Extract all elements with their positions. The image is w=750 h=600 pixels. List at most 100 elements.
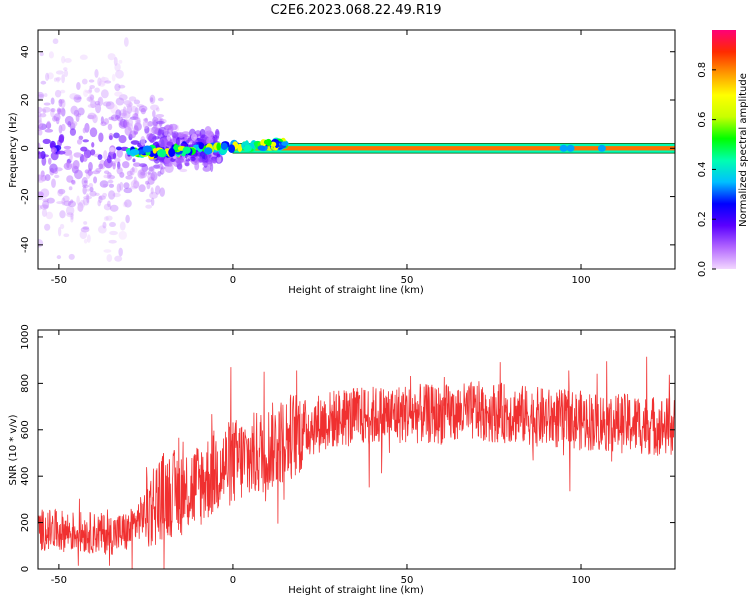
spectrogram-noise-cell [155,107,160,112]
spectrogram-noise-cell [94,69,99,78]
spectrogram-band-core [232,146,675,151]
spectrogram-noise-cell [120,112,127,116]
spectrogram-noise-cell [58,98,63,107]
spectrogram-noise-cell [82,127,87,134]
spectrogram-echo-cell [270,141,277,147]
spectrogram-noise-cell [61,55,66,64]
spectrogram-noise-cell [43,93,48,98]
spectrogram-noise-cell [129,186,138,190]
spectrogram-noise-cell [122,106,127,117]
spectrogram-noise-cell [116,183,122,193]
spectrogram-echo-cell [220,142,228,151]
spectrogram-noise-cell [130,105,137,113]
spectrogram-noise-cell [109,204,119,212]
spectrogram-noise-cell [58,99,65,104]
spectrogram-noise-cell [122,201,128,208]
spectrogram-noise-cell [146,133,153,141]
spectrogram-echo-cell [274,140,280,149]
spectrogram-echo-cell [281,141,289,146]
spectrogram-x-tick-label: 50 [401,275,414,286]
spectrogram-noise-cell [57,150,66,155]
spectrogram-noise-cell [118,135,127,144]
spectrogram-noise-cell [123,187,133,194]
spectrogram-noise-cell [44,223,51,231]
snr-x-tick-label: 50 [401,575,414,586]
spectrogram-noise-cell [79,199,86,209]
colorbar-tick-label-2: 0.4 [697,161,708,177]
spectrogram-noise-cell [63,145,72,150]
spectrogram-noise-cell [159,187,165,197]
spectrogram-noise-cell [54,89,62,98]
snr-y-tick-label: 200 [20,513,31,532]
spectrogram-noise-cell [70,199,74,204]
spectrogram-noise-cell [108,116,115,121]
spectrogram-noise-cell [113,56,118,66]
spectrogram-noise-cell [91,142,95,148]
spectrogram-noise-cell [39,52,44,57]
spectrogram-noise-cell [130,179,140,189]
spectrogram-noise-cell [70,121,78,127]
spectrogram-noise-cell [212,159,217,164]
spectrogram-noise-cell [147,171,151,175]
spectrogram-echo-cell [216,142,221,151]
spectrogram-noise-cell [81,176,88,187]
spectrogram-noise-cell [135,116,141,126]
spectrogram-noise-cell [103,249,112,253]
spectrogram-noise-cell [57,109,62,116]
spectrogram-noise-cell [52,38,59,45]
spectrogram-noise-cell [60,98,66,109]
spectrogram-noise-cell [53,169,58,175]
spectrogram-noise-cell [50,142,56,149]
spectrogram-noise-cell [123,182,130,189]
spectrogram-noise-cell [82,186,87,195]
spectrogram-noise-cell [48,157,52,165]
spectrogram-noise-cell [215,130,220,135]
spectrogram-noise-cell [88,183,94,189]
spectrogram-noise-cell [138,184,146,193]
snr-y-tick-label: 400 [20,467,31,486]
spectrogram-noise-cell [61,197,66,206]
spectrogram-noise-cell [42,108,47,114]
spectrogram-noise-cell [39,113,47,118]
spectrogram-noise-cell [119,221,126,231]
snr-x-tick-label: -50 [51,575,67,586]
spectrogram-noise-cell [63,67,68,71]
spectrogram-echo-cell [228,144,236,153]
spectrogram-noise-cell [107,200,111,208]
spectrogram-noise-cell [145,198,152,203]
spectrogram-noise-cell [42,138,51,144]
spectrogram-noise-cell [150,97,154,103]
spectrogram-noise-cell [98,195,106,200]
spectrogram-noise-cell [127,118,134,127]
spectrogram-noise-cell [38,191,44,197]
spectrogram-noise-cell [86,96,93,102]
spectrogram-noise-cell [138,105,148,113]
snr-y-label: SNR (10 * v/v) [8,414,19,485]
spectrogram-noise-cell [111,73,116,82]
spectrogram-noise-cell [56,108,66,113]
spectrogram-noise-cell [100,77,109,83]
spectrogram-noise-cell [92,114,98,124]
spectrogram-noise-cell [81,78,88,85]
spectrogram-noise-cell [128,102,133,107]
spectrogram-y-tick-label: 20 [20,94,31,107]
spectrogram-noise-cell [87,104,97,108]
spectrogram-noise-cell [124,199,132,208]
spectrogram-echo-cell [152,147,157,154]
spectrogram-noise-cell [107,53,116,61]
spectrogram-noise-cell [42,198,49,203]
colorbar-tick-label-4: 0.8 [697,62,708,78]
spectrogram-noise-cell [103,216,109,221]
spectrogram-noise-cell [113,132,120,139]
spectrogram-noise-cell [100,76,106,86]
spectrogram-echo-cell [198,142,204,150]
spectrogram-noise-cell [50,147,57,154]
spectrogram-noise-cell [56,107,62,115]
spectrogram-noise-cell [46,120,51,129]
spectrogram-noise-cell [88,79,95,83]
spectrogram-noise-cell [82,139,89,143]
spectrogram-noise-cell [77,202,84,212]
spectrogram-noise-cell [95,168,102,173]
spectrogram-noise-cell [139,169,148,179]
